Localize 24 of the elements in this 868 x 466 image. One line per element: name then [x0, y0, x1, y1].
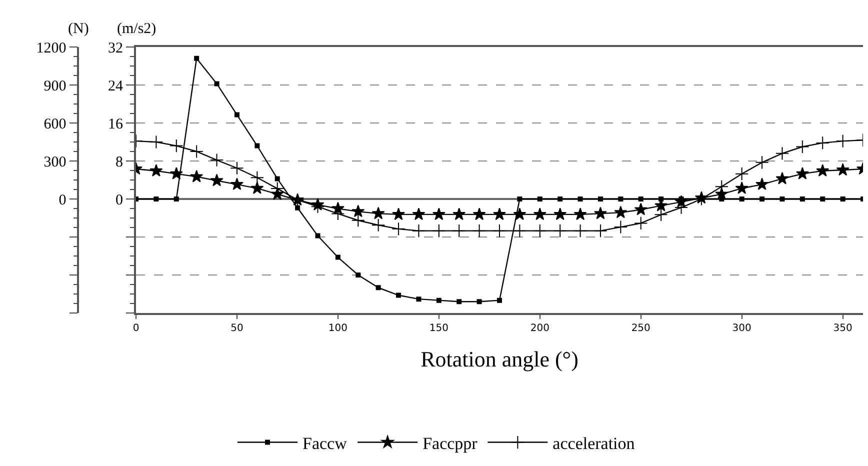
x-tick-label: 0	[132, 323, 140, 334]
legend-label: Faccppr	[422, 434, 478, 453]
y2-axis-title: (m/s2)	[117, 21, 156, 37]
x-tick-label: 150	[429, 323, 448, 334]
y-tick-label: 1200	[36, 40, 66, 56]
x-tick-label: 100	[328, 323, 348, 334]
y2-tick-label: 16	[108, 116, 124, 132]
x-tick-label: 50	[230, 323, 244, 334]
legend-label: acceleration	[552, 434, 636, 453]
x-tick-label: 300	[732, 323, 752, 334]
x-tick-label: 250	[631, 323, 650, 334]
x-tick-label: 350	[833, 323, 852, 334]
y2-tick-label: 0	[116, 192, 123, 208]
y-tick-label: 300	[44, 154, 66, 170]
x-tick-label: 200	[530, 323, 550, 334]
legend-label: Faccw	[302, 434, 348, 453]
y-tick-label: 0	[58, 192, 66, 208]
y2-tick-label: 24	[108, 78, 124, 94]
y2-tick-label: 32	[108, 40, 123, 56]
x-axis-title: Rotation angle (°)	[420, 346, 578, 372]
y2-tick-label: 8	[116, 154, 123, 170]
y-tick-label: 600	[44, 116, 66, 132]
y-tick-label: 900	[44, 78, 66, 94]
y-axis-title: (N)	[68, 21, 89, 37]
